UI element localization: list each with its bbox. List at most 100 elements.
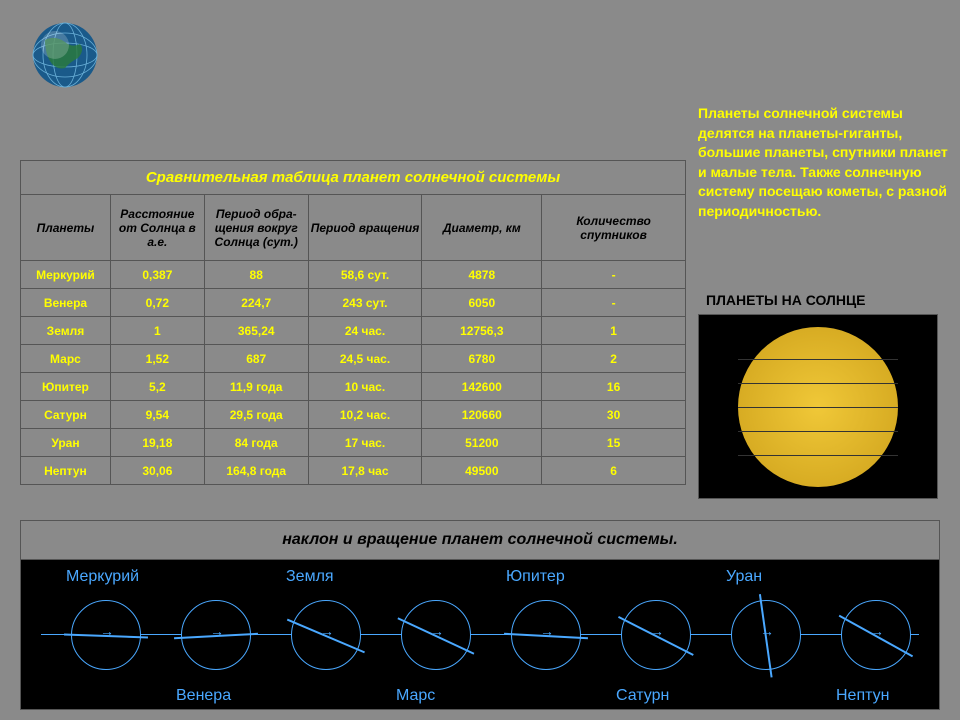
table-cell: Сатурн — [21, 401, 111, 429]
table-row: Венера0,72224,7243 сут.6050- — [21, 289, 686, 317]
table-cell: Земля — [21, 317, 111, 345]
rotation-arrow-icon: → — [870, 623, 884, 639]
rotation-arrow-icon: → — [760, 623, 774, 639]
table-cell: 1,52 — [110, 345, 204, 373]
planet-ball: → — [731, 600, 801, 670]
table-row: Нептун30,06164,8 года17,8 час495006 — [21, 457, 686, 485]
rotation-arrow-icon: → — [540, 623, 554, 639]
table-title: Сравнительная таблица планет солнечной с… — [20, 160, 686, 194]
table-cell: 30 — [542, 401, 686, 429]
table-cell: 19,18 — [110, 429, 204, 457]
table-cell: 1 — [542, 317, 686, 345]
planet-ball: → — [511, 600, 581, 670]
table-cell: 6 — [542, 457, 686, 485]
table-cell: 49500 — [422, 457, 542, 485]
table-cell: Нептун — [21, 457, 111, 485]
table-cell: Уран — [21, 429, 111, 457]
table-cell: 6780 — [422, 345, 542, 373]
planet-label: Сатурн — [616, 687, 669, 705]
table-row: Меркурий0,3878858,6 сут.4878- — [21, 261, 686, 289]
table-cell: - — [542, 261, 686, 289]
table-cell: - — [542, 289, 686, 317]
planet-label: Меркурий — [66, 568, 139, 586]
table-cell: Юпитер — [21, 373, 111, 401]
planet-ball: → — [841, 600, 911, 670]
table-cell: 5,2 — [110, 373, 204, 401]
planets-table: Планеты Расстояние от Солнца в а.е. Пери… — [20, 194, 686, 485]
table-cell: 51200 — [422, 429, 542, 457]
sidebar-description: Планеты солнечной системы делятся на пла… — [698, 104, 948, 222]
planet-ball: → — [71, 600, 141, 670]
planets-sun-title: ПЛАНЕТЫ НА СОЛНЦЕ — [706, 292, 866, 308]
rotation-arrow-icon: → — [100, 623, 114, 639]
planet-ball: → — [291, 600, 361, 670]
col-header: Диаметр, км — [422, 195, 542, 261]
table-cell: 0,387 — [110, 261, 204, 289]
col-header: Период обра-щения вокруг Солнца (сут.) — [204, 195, 308, 261]
planet-tilt: → — [841, 600, 911, 670]
table-cell: 243 сут. — [308, 289, 422, 317]
table-cell: 1 — [110, 317, 204, 345]
planet-label: Венера — [176, 687, 231, 705]
table-cell: 10,2 час. — [308, 401, 422, 429]
table-cell: 4878 — [422, 261, 542, 289]
table-cell: 15 — [542, 429, 686, 457]
planet-tilt: → — [401, 600, 471, 670]
planets-table-container: Сравнительная таблица планет солнечной с… — [20, 160, 686, 485]
table-cell: 17,8 час — [308, 457, 422, 485]
table-cell: 17 час. — [308, 429, 422, 457]
table-cell: Меркурий — [21, 261, 111, 289]
planet-label: Юпитер — [506, 568, 565, 586]
table-cell: 365,24 — [204, 317, 308, 345]
col-header: Расстояние от Солнца в а.е. — [110, 195, 204, 261]
table-cell: 6050 — [422, 289, 542, 317]
table-cell: 30,06 — [110, 457, 204, 485]
table-cell: 142600 — [422, 373, 542, 401]
table-cell: 2 — [542, 345, 686, 373]
planet-label: Уран — [726, 568, 762, 586]
table-cell: 9,54 — [110, 401, 204, 429]
planet-tilt: → — [291, 600, 361, 670]
table-row: Земля1365,2424 час.12756,31 — [21, 317, 686, 345]
table-cell: 16 — [542, 373, 686, 401]
table-cell: Марс — [21, 345, 111, 373]
tilt-title: наклон и вращение планет солнечной систе… — [21, 521, 939, 559]
planet-tilt: → — [731, 600, 801, 670]
table-cell: 10 час. — [308, 373, 422, 401]
table-cell: 84 года — [204, 429, 308, 457]
planet-ball: → — [621, 600, 691, 670]
table-row: Уран19,1884 года17 час.5120015 — [21, 429, 686, 457]
planet-tilt: → — [181, 600, 251, 670]
planet-tilt: → — [621, 600, 691, 670]
planet-label: Нептун — [836, 687, 889, 705]
table-cell: 120660 — [422, 401, 542, 429]
globe-icon — [30, 20, 100, 95]
rotation-arrow-icon: → — [430, 623, 444, 639]
table-row: Марс1,5268724,5 час.67802 — [21, 345, 686, 373]
table-cell: Венера — [21, 289, 111, 317]
col-header: Количество спутников — [542, 195, 686, 261]
table-cell: 88 — [204, 261, 308, 289]
table-cell: 224,7 — [204, 289, 308, 317]
table-cell: 29,5 года — [204, 401, 308, 429]
table-cell: 11,9 года — [204, 373, 308, 401]
planet-ball: → — [181, 600, 251, 670]
planet-label: Земля — [286, 568, 334, 586]
rotation-arrow-icon: → — [650, 623, 664, 639]
table-cell: 58,6 сут. — [308, 261, 422, 289]
table-cell: 0,72 — [110, 289, 204, 317]
table-cell: 24 час. — [308, 317, 422, 345]
col-header: Период вращения — [308, 195, 422, 261]
planet-tilt: → — [71, 600, 141, 670]
planet-tilt: → — [511, 600, 581, 670]
table-row: Сатурн9,5429,5 года10,2 час.12066030 — [21, 401, 686, 429]
table-cell: 687 — [204, 345, 308, 373]
rotation-arrow-icon: → — [210, 623, 224, 639]
sun-diagram — [698, 314, 938, 499]
table-row: Юпитер5,211,9 года10 час.14260016 — [21, 373, 686, 401]
table-header-row: Планеты Расстояние от Солнца в а.е. Пери… — [21, 195, 686, 261]
tilt-diagram: →→→→→→→→ МеркурийВенераЗемляМарсЮпитерСа… — [21, 559, 939, 709]
table-cell: 24,5 час. — [308, 345, 422, 373]
table-cell: 12756,3 — [422, 317, 542, 345]
rotation-arrow-icon: → — [320, 623, 334, 639]
